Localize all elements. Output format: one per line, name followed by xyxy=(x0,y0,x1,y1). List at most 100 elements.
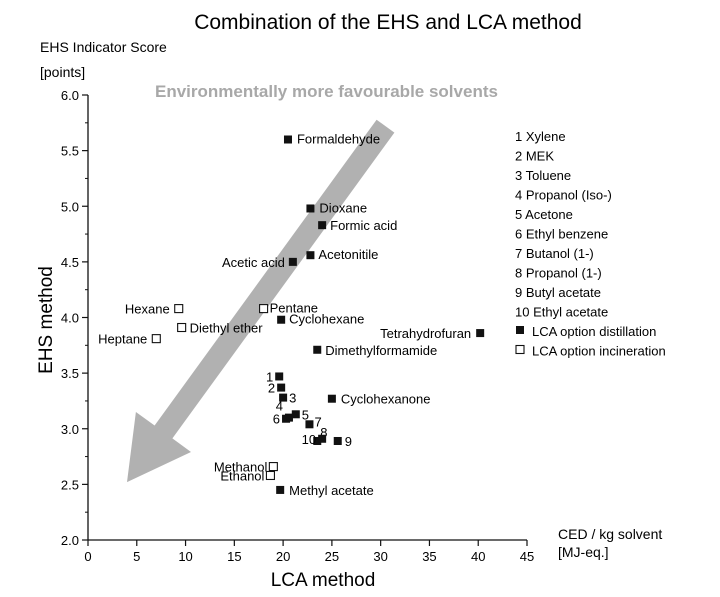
legend-item: 3 Toluene xyxy=(515,168,571,183)
open-square-point xyxy=(268,462,278,472)
legend-item: 4 Propanol (Iso-) xyxy=(515,188,612,203)
point-label: Cyclohexane xyxy=(289,312,364,327)
x-tick-label: 45 xyxy=(520,549,534,564)
arrow-annotation: Environmentally more favourable solvents xyxy=(155,82,498,101)
open-square-point xyxy=(151,334,161,344)
filled-square-point xyxy=(333,436,342,445)
legend: 1 Xylene 2 MEK 3 Toluene 4 Propanol (Iso-) 5… xyxy=(515,129,666,359)
y-tick-label: 3.5 xyxy=(61,366,79,381)
x-tick-label: 30 xyxy=(373,549,387,564)
point-label: 9 xyxy=(345,434,352,449)
point-label: Pentane xyxy=(270,301,318,316)
filled-square-point xyxy=(313,345,322,354)
x-tick-label: 40 xyxy=(471,549,485,564)
legend-item: 8 Propanol (1-) xyxy=(515,266,602,281)
x-tick-label: 35 xyxy=(422,549,436,564)
y-axis-title-top: EHS Indicator Score xyxy=(40,39,167,55)
x-tick-label: 10 xyxy=(178,549,192,564)
legend-item: 2 MEK xyxy=(515,149,554,164)
point-label: Dimethylformamide xyxy=(325,343,437,358)
series-incineration: Hexane Diethyl ether Heptane Pentane Methano… xyxy=(98,301,318,484)
y-tick-label: 5.5 xyxy=(61,144,79,159)
point-label: Methanol xyxy=(214,460,268,475)
x-tick-label: 20 xyxy=(276,549,290,564)
filled-square-point xyxy=(476,329,485,338)
legend-item: 5 Acetone xyxy=(515,207,573,222)
filled-square-point xyxy=(313,436,322,445)
x-tick-label: 0 xyxy=(84,549,91,564)
x-axis-title: LCA method xyxy=(271,570,376,591)
point-label: 10 xyxy=(302,432,316,447)
x-tick-label: 5 xyxy=(133,549,140,564)
point-label: Formaldehyde xyxy=(297,132,380,147)
y-tick-label: 4.0 xyxy=(61,311,79,326)
point-label: 3 xyxy=(289,391,296,406)
y-tick-label: 5.0 xyxy=(61,199,79,214)
x-tick-label: 15 xyxy=(227,549,241,564)
legend-marker-label: LCA option distillation xyxy=(532,324,656,339)
filled-square-point xyxy=(282,414,291,423)
filled-square-point xyxy=(279,393,288,402)
filled-square-point xyxy=(305,420,314,429)
point-label: Hexane xyxy=(125,302,170,317)
open-square-point xyxy=(259,304,269,314)
legend-item: 9 Butyl acetate xyxy=(515,285,601,300)
filled-square-point xyxy=(283,135,292,144)
legend-open-square xyxy=(515,344,525,355)
filled-square-point xyxy=(318,434,327,443)
point-label: Cyclohexanone xyxy=(341,392,431,407)
filled-square-point xyxy=(291,410,300,419)
y-tick-label: 4.5 xyxy=(61,255,79,270)
point-label: 1 xyxy=(266,369,273,384)
axes: 2.02.53.03.54.04.55.05.56.00 5 10 15 20 25 30 3… xyxy=(61,88,534,564)
legend-item: 7 Butanol (1-) xyxy=(515,246,594,261)
filled-square-point xyxy=(327,394,336,403)
point-label: 4 xyxy=(276,399,283,414)
point-label: 8 xyxy=(320,425,327,440)
x-tick-label: 25 xyxy=(325,549,339,564)
x-axis-unit-right: [MJ-eq.] xyxy=(558,544,609,560)
point-label: 2 xyxy=(268,381,275,396)
point-label: Diethyl ether xyxy=(190,321,264,336)
open-square-point xyxy=(265,470,275,481)
point-label: Ethanol xyxy=(220,468,264,483)
filled-square-point xyxy=(288,257,297,266)
filled-square-point xyxy=(318,221,327,230)
filled-square-point xyxy=(277,383,286,392)
y-tick-label: 2.5 xyxy=(61,477,79,492)
point-label: Formic acid xyxy=(330,218,397,233)
filled-square-point xyxy=(277,315,286,324)
chart-title: Combination of the EHS and LCA method xyxy=(194,11,582,34)
y-tick-label: 2.0 xyxy=(61,533,79,548)
filled-square-point xyxy=(306,204,315,213)
point-label: 6 xyxy=(273,412,280,427)
filled-square-point xyxy=(306,251,315,260)
legend-item: 10 Ethyl acetate xyxy=(515,305,608,320)
series-distillation: Formaldehyde Dioxane Formic acid Acetic aci… xyxy=(222,132,485,498)
point-label: Tetrahydrofuran xyxy=(380,326,471,341)
point-label: Dioxane xyxy=(319,200,367,215)
point-label: Acetonitile xyxy=(318,247,378,262)
point-label: Heptane xyxy=(98,332,147,347)
arrow-layer xyxy=(127,119,395,483)
filled-square-point xyxy=(276,485,285,494)
y-axis-title: EHS method xyxy=(36,266,57,374)
legend-filled-square xyxy=(516,326,524,334)
data-points: Formaldehyde Dioxane Formic acid Acetic aci… xyxy=(98,132,485,498)
legend-marker-label: LCA option incineration xyxy=(532,344,666,359)
point-label: 5 xyxy=(302,407,309,422)
legend-item: 1 Xylene xyxy=(515,129,566,144)
direction-arrow xyxy=(127,119,395,483)
y-axis-unit-top: [points] xyxy=(40,64,85,80)
y-tick-label: 3.0 xyxy=(61,422,79,437)
x-axis-title-right: CED / kg solvent xyxy=(558,526,662,542)
filled-square-point xyxy=(275,372,284,381)
y-tick-label: 6.0 xyxy=(61,88,79,103)
point-label: Acetic acid xyxy=(222,255,285,270)
open-square-point xyxy=(177,322,187,333)
point-label: Methyl acetate xyxy=(289,483,374,498)
legend-item: 6 Ethyl benzene xyxy=(515,227,608,242)
point-label: 7 xyxy=(314,414,321,429)
open-square-point xyxy=(174,304,184,314)
